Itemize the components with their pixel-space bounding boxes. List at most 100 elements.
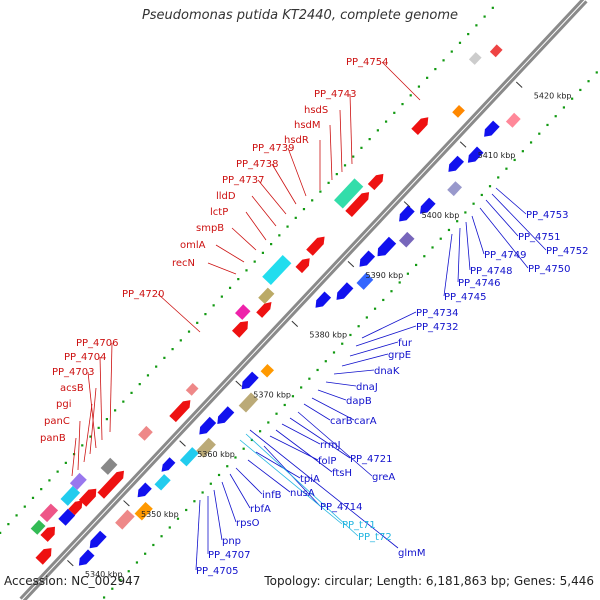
leader-line: [333, 369, 375, 375]
gene-feature: [78, 488, 97, 507]
gene-feature: [306, 236, 325, 256]
leader-line: [215, 244, 245, 263]
gc-dot: [193, 500, 196, 503]
leader-line: [349, 341, 399, 357]
gc-dot: [475, 24, 478, 27]
gene-feature: [169, 400, 191, 423]
gene-feature: [199, 416, 217, 435]
gc-dot: [595, 71, 598, 74]
label-pp_4707: PP_4707: [208, 550, 251, 561]
gene-feature: [359, 250, 376, 267]
leader-line: [77, 420, 81, 471]
gc-dot: [15, 514, 18, 517]
label-pgi: pgi: [56, 399, 71, 410]
gc-dot: [217, 473, 221, 477]
gc-dot: [209, 482, 212, 485]
label-dnak: dnaK: [374, 366, 400, 377]
gc-dot: [179, 339, 182, 342]
leader-line: [339, 109, 343, 173]
gc-dot: [472, 202, 475, 205]
gene-feature: [40, 526, 55, 542]
gene-feature: [420, 197, 436, 214]
gc-dot: [406, 272, 409, 275]
label-tpia: tpiA: [300, 474, 320, 485]
gene-feature: [356, 272, 374, 290]
gc-dot: [579, 88, 582, 92]
label-rpso: rpsO: [236, 518, 260, 529]
gene-feature: [336, 282, 354, 300]
gc-dot: [267, 421, 270, 424]
gc-dot: [291, 395, 295, 398]
gc-dot: [382, 298, 385, 302]
label-infb: infB: [262, 490, 282, 501]
leader-line: [297, 411, 373, 477]
gc-dot: [384, 120, 388, 123]
backbone-layer: [19, 0, 588, 600]
gc-dot: [196, 321, 199, 324]
gene-feature: [334, 178, 364, 209]
gc-dot: [155, 365, 158, 368]
gene-feature: [448, 155, 464, 172]
gc-dot: [357, 325, 360, 328]
gene-feature: [97, 470, 124, 499]
gc-dot: [300, 386, 303, 389]
leader-line: [465, 221, 471, 271]
gc-dot: [152, 543, 155, 547]
gc-dot: [316, 368, 319, 372]
label-pp_4705: PP_4705: [196, 566, 239, 577]
leader-line: [361, 311, 417, 339]
label-pp_4754: PP_4754: [346, 57, 389, 68]
gc-dot: [311, 199, 314, 202]
gc-dot: [31, 496, 35, 499]
label-pp_4752: PP_4752: [546, 246, 589, 257]
gc-dot: [0, 531, 2, 534]
gc-dot: [464, 211, 467, 214]
gc-dot: [332, 351, 336, 354]
label-cara: carA: [354, 416, 377, 427]
gc-dot: [343, 164, 347, 167]
leader-line: [235, 467, 263, 495]
tick-mark: [403, 201, 411, 208]
gc-dot: [127, 570, 130, 573]
leader-line: [239, 439, 343, 525]
leader-line: [317, 389, 347, 401]
gc-dot: [176, 517, 180, 520]
label-pp_4714: PP_4714: [320, 502, 363, 513]
features-layer: [30, 44, 521, 566]
label-pp_4739: PP_4739: [252, 143, 295, 154]
leader-line: [289, 417, 351, 459]
gc-dot: [308, 377, 311, 380]
gene-feature: [138, 425, 153, 441]
gc-dot: [258, 430, 262, 433]
gc-dot: [335, 172, 338, 176]
gc-dot: [538, 132, 541, 135]
label-pp_4743: PP_4743: [314, 89, 357, 100]
label-pp_4745: PP_4745: [444, 292, 487, 303]
gene-feature: [68, 500, 83, 516]
leader-line: [471, 215, 485, 255]
gc-dot: [415, 263, 418, 267]
backbone-line: [19, 0, 585, 600]
label-folp: folP: [318, 456, 336, 467]
gene-feature: [262, 255, 292, 285]
gc-dot: [349, 333, 352, 337]
gc-dot: [398, 281, 401, 284]
gc-dot: [294, 216, 297, 219]
label-pp_4749: PP_4749: [484, 250, 527, 261]
gc-dot: [105, 418, 108, 421]
gc-dot: [40, 488, 43, 491]
gc-dot: [480, 193, 483, 197]
leader-line: [457, 227, 461, 283]
gc-dot: [431, 246, 434, 249]
gc-dot: [286, 225, 289, 228]
tick-mark: [459, 141, 467, 148]
gene-feature: [505, 112, 521, 128]
gc-dot: [505, 167, 508, 170]
gc-dot: [319, 190, 322, 193]
gene-feature: [367, 173, 384, 191]
tick-label: 5410 kbp: [478, 151, 516, 160]
tick-label: 5340 kbp: [85, 570, 123, 579]
labels-layer: panB panC pgi acsB PP_4703 PP_4704 PP_4706 PP_4…: [40, 57, 589, 577]
label-lctp: lctP: [210, 207, 228, 218]
gene-feature: [489, 44, 503, 58]
